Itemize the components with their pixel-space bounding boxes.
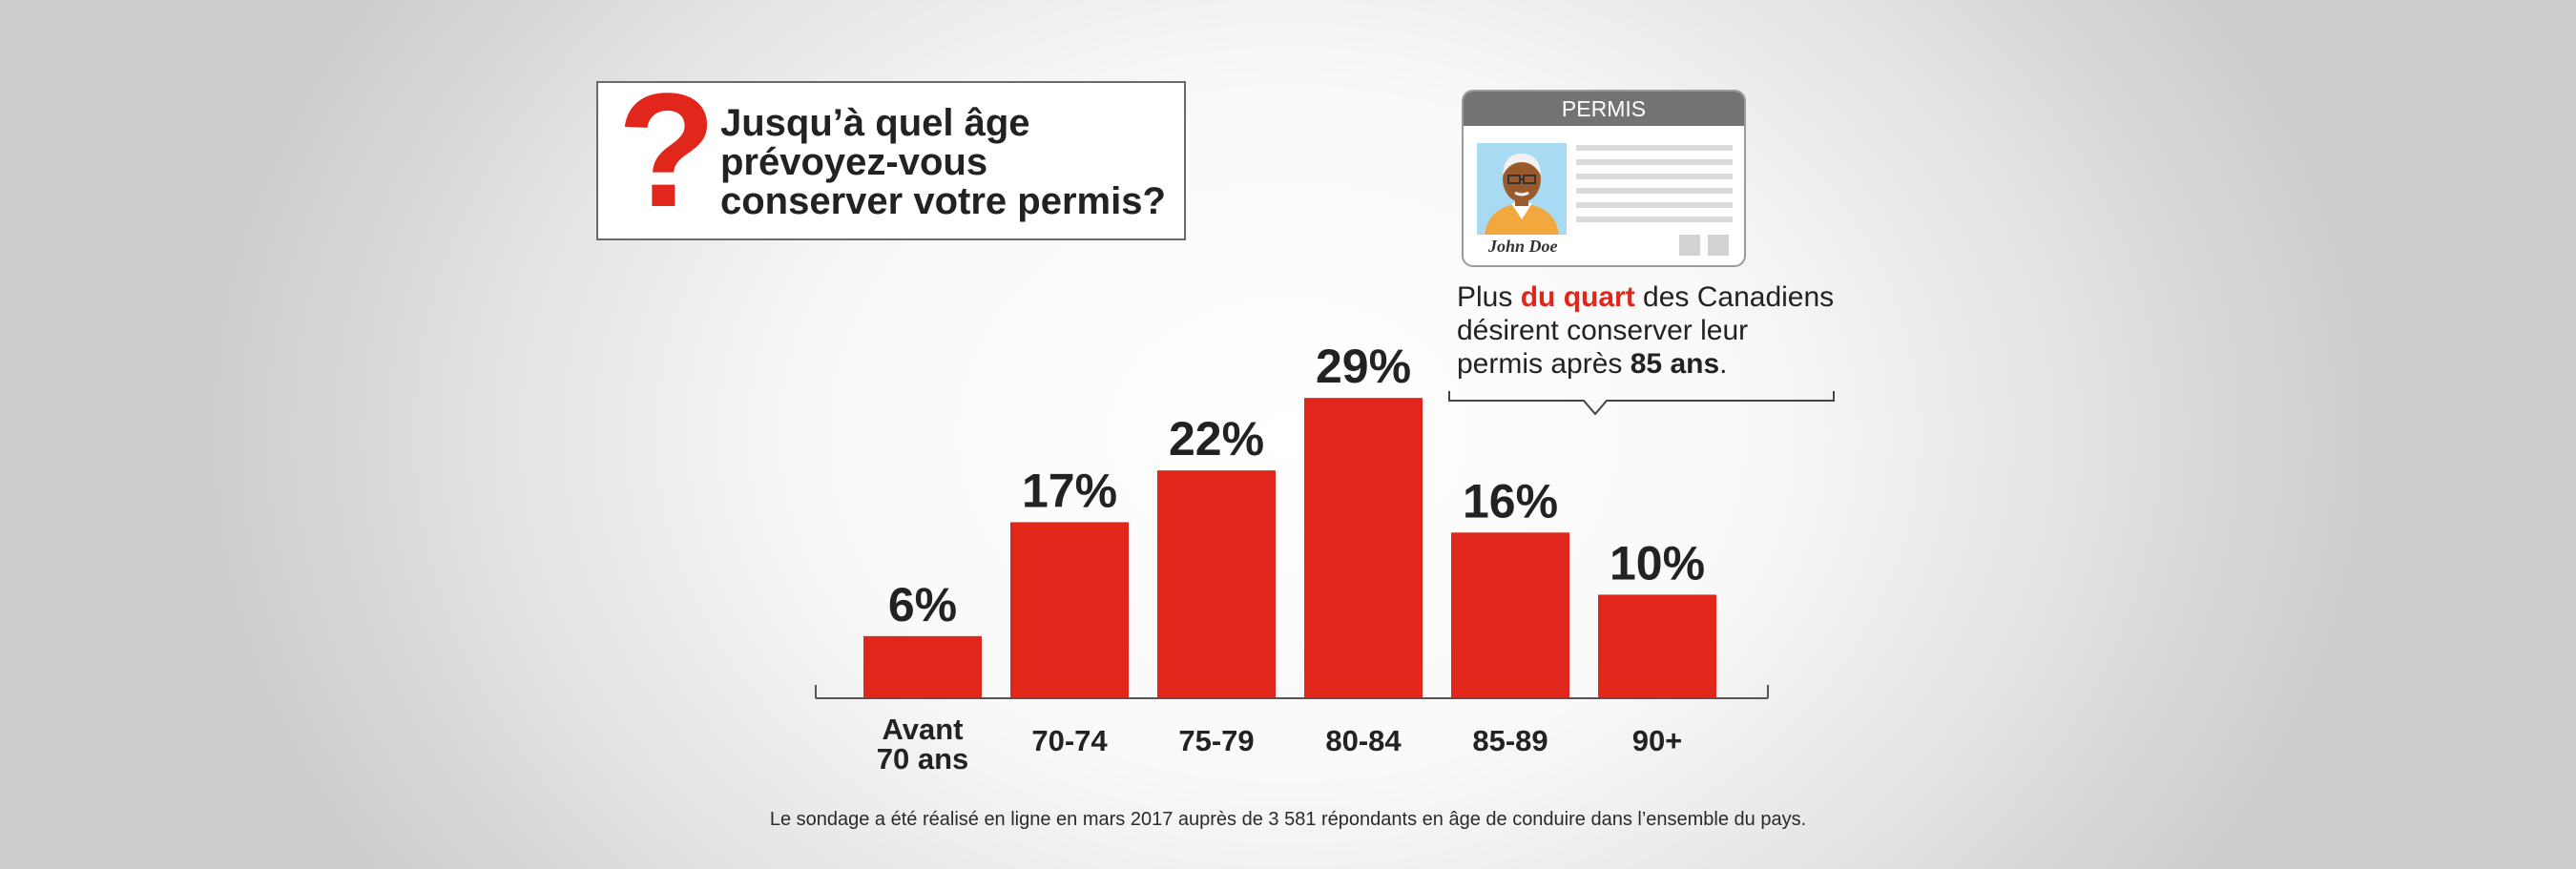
- tick-label: 90+: [1632, 724, 1683, 757]
- license-card: PERMIS John Doe: [1462, 90, 1746, 267]
- data-label: 29%: [1316, 340, 1411, 393]
- callout-bracket: [1448, 391, 1835, 416]
- tick-label: 80-84: [1325, 724, 1402, 757]
- data-label: 10%: [1610, 536, 1705, 590]
- bar: [1010, 522, 1129, 698]
- bar: [1451, 532, 1569, 698]
- bar: [1598, 594, 1716, 698]
- data-label: 17%: [1022, 464, 1117, 517]
- tick-label: 70 ans: [877, 742, 969, 776]
- license-header: PERMIS: [1464, 92, 1744, 126]
- license-stamp-box: [1708, 235, 1729, 256]
- license-info-lines: [1576, 145, 1733, 231]
- footnote: Le sondage a été réalisé en ligne en mar…: [769, 809, 1807, 830]
- question-mark-icon: ?: [617, 60, 717, 241]
- callout-emphasis: 85 ans: [1630, 348, 1720, 380]
- tick-label: 85-89: [1472, 724, 1548, 757]
- tick-label: 70-74: [1031, 724, 1108, 757]
- data-label: 22%: [1169, 412, 1264, 466]
- license-stamp-box: [1679, 235, 1700, 256]
- tick-label: Avant: [883, 713, 964, 746]
- question-title: Jusqu’à quel âge prévoyez-vous conserver…: [720, 102, 1166, 222]
- tick-label: 75-79: [1178, 724, 1254, 757]
- data-label: 6%: [888, 578, 957, 631]
- callout-highlight: du quart: [1520, 281, 1635, 313]
- bar: [1157, 470, 1276, 698]
- bar: [1304, 398, 1423, 698]
- callout-text: Plus du quart des Canadiens désirent con…: [1457, 281, 1835, 380]
- question-box: ? Jusqu’à quel âge prévoyez-vous conserv…: [596, 70, 1186, 240]
- person-avatar-icon: [1477, 143, 1567, 235]
- data-label: 16%: [1463, 474, 1558, 528]
- license-name: John Doe: [1488, 237, 1558, 256]
- bar: [863, 635, 982, 698]
